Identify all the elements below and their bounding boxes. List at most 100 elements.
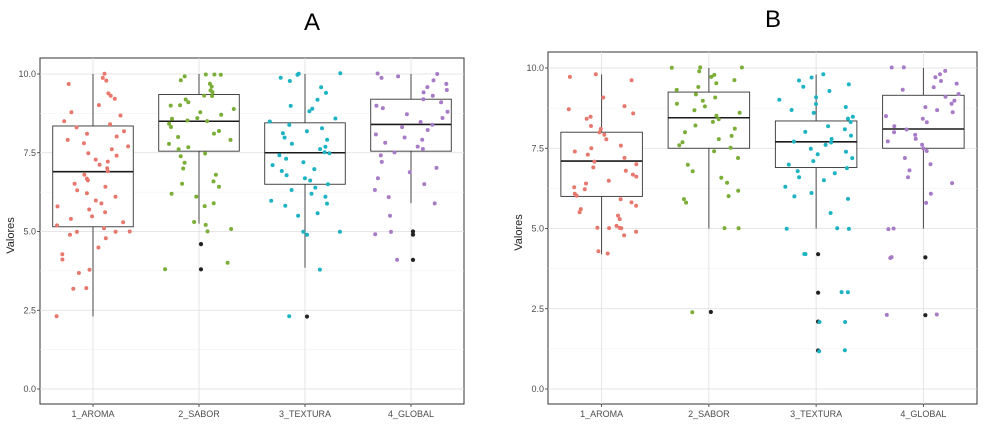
points-3_textura (267, 71, 343, 319)
data-point (112, 96, 117, 101)
box-iqr (667, 91, 751, 149)
data-point (109, 147, 114, 152)
data-point (817, 320, 822, 324)
data-point (574, 193, 579, 198)
data-point (113, 229, 118, 234)
data-point (889, 65, 894, 70)
data-point (103, 184, 108, 189)
data-point (319, 85, 324, 90)
y-tick-label: 10.0 (18, 69, 36, 79)
data-point (325, 182, 330, 187)
x-tick-label: 4_GLOBAL (900, 409, 946, 419)
data-point (307, 109, 312, 114)
data-point (418, 120, 423, 124)
data-point (388, 213, 392, 218)
data-point (913, 136, 918, 141)
points-1_aroma (54, 71, 132, 319)
data-point (87, 267, 92, 272)
data-point (210, 94, 215, 98)
data-point (66, 82, 71, 86)
data-point (811, 159, 816, 164)
data-point (198, 110, 203, 115)
data-point (596, 249, 601, 254)
data-point (797, 175, 802, 180)
data-point (684, 200, 689, 205)
panel-title: A (304, 9, 320, 36)
data-point (421, 97, 426, 102)
data-point (231, 107, 236, 111)
data-point (102, 71, 107, 76)
data-point (425, 85, 430, 90)
box-2_sabor (667, 68, 751, 315)
data-point (284, 156, 289, 161)
points-1_aroma (566, 72, 639, 256)
data-point (207, 81, 212, 86)
data-point (71, 286, 76, 291)
points-3_textura (777, 72, 855, 354)
data-point (415, 144, 420, 149)
data-point (844, 149, 848, 154)
data-point (884, 312, 889, 317)
data-point (379, 75, 384, 80)
data-point (96, 103, 101, 108)
data-point (634, 203, 639, 208)
data-point (176, 147, 181, 152)
data-point (283, 203, 288, 208)
data-point (629, 200, 634, 205)
data-point (287, 79, 292, 83)
data-point (698, 65, 703, 70)
data-point (305, 232, 310, 237)
data-point (809, 191, 814, 195)
data-point (572, 185, 577, 190)
data-point (924, 200, 929, 205)
data-point (892, 124, 897, 129)
data-point (445, 109, 450, 114)
data-point (213, 172, 218, 177)
data-point (622, 104, 627, 109)
data-point (829, 140, 834, 145)
data-point (420, 147, 425, 151)
data-point (76, 271, 81, 275)
data-point (732, 78, 737, 83)
y-tick-label: 0.0 (23, 384, 36, 394)
data-point (202, 204, 207, 209)
data-point (827, 89, 832, 93)
data-point (86, 151, 91, 156)
data-point (907, 168, 912, 173)
data-point (170, 116, 174, 121)
data-point (924, 120, 929, 125)
data-point (789, 108, 794, 112)
data-point (888, 256, 893, 260)
data-point (920, 116, 925, 121)
data-point (386, 195, 391, 200)
data-point (577, 210, 582, 215)
data-point (690, 169, 695, 174)
data-point (289, 188, 294, 192)
data-point (103, 236, 108, 241)
data-point (681, 197, 686, 202)
data-point (952, 98, 957, 103)
data-point (396, 74, 401, 79)
data-point (786, 162, 791, 167)
outlier-point (410, 232, 416, 237)
data-point (846, 226, 851, 231)
data-point (327, 151, 332, 156)
data-point (114, 153, 119, 158)
data-point (821, 72, 826, 77)
data-point (623, 168, 628, 173)
data-point (591, 165, 596, 170)
data-point (54, 314, 59, 319)
data-point (597, 130, 602, 135)
data-point (435, 72, 440, 76)
data-point (84, 286, 89, 291)
data-point (192, 220, 197, 224)
data-point (169, 125, 173, 129)
data-point (383, 140, 388, 145)
data-point (209, 84, 214, 89)
data-point (850, 114, 855, 119)
data-point (99, 201, 104, 206)
data-point (713, 95, 718, 100)
data-point (322, 150, 327, 155)
data-point (924, 149, 929, 153)
